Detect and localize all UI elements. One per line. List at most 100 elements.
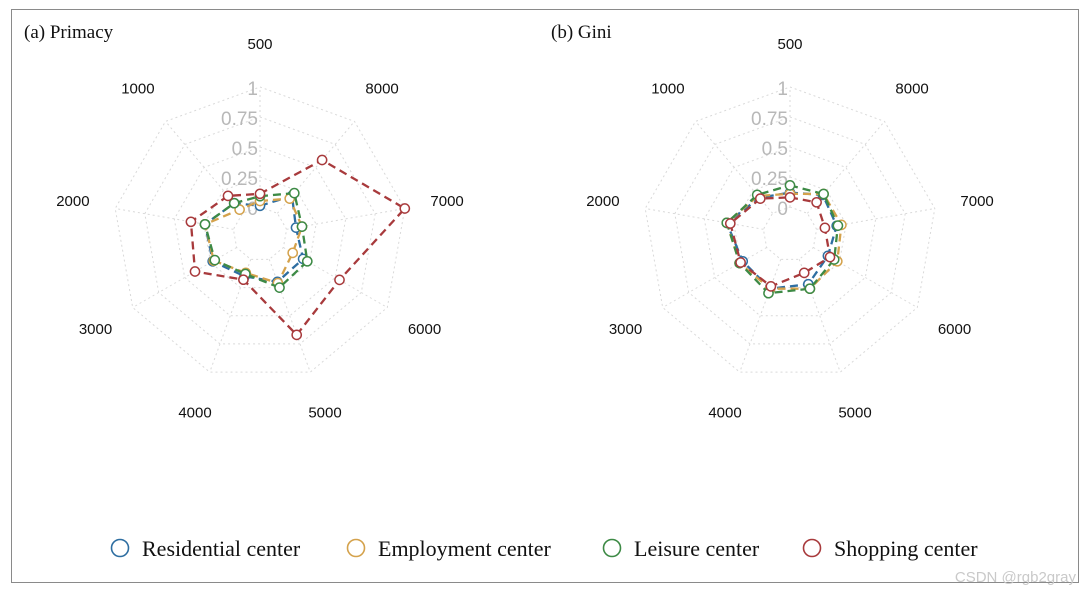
data-point — [832, 220, 844, 231]
grid-spoke — [268, 259, 311, 373]
data-point — [804, 283, 816, 295]
grid-ring — [114, 86, 406, 373]
series-line — [189, 158, 407, 337]
grid-ring — [762, 206, 818, 260]
grid-spoke — [132, 247, 237, 308]
axis-label-7000: 7000 — [960, 193, 993, 210]
axis-label-2000: 2000 — [586, 193, 619, 210]
series-leisure-center — [199, 187, 313, 293]
data-point — [238, 274, 249, 286]
grid-spoke — [739, 259, 782, 373]
grid-ring — [733, 176, 847, 289]
data-point — [811, 196, 822, 208]
legend-item-residential-center: Residential center — [110, 536, 301, 561]
legend-marker — [602, 538, 622, 558]
grid-ring — [173, 146, 347, 317]
legend-label: Shopping center — [834, 536, 978, 561]
ring-label: 1 — [777, 79, 788, 100]
axis-label-5000: 5000 — [308, 405, 341, 422]
series-line — [203, 197, 304, 285]
series-line — [725, 184, 840, 295]
series-line — [729, 196, 832, 288]
data-point — [784, 180, 796, 191]
ring-label: 0.75 — [751, 109, 788, 130]
legend: Residential center Employment center Leisu… — [110, 536, 978, 561]
data-point — [784, 192, 796, 203]
legend-marker — [802, 538, 822, 558]
data-point — [189, 266, 201, 277]
grid-spoke — [645, 207, 764, 230]
data-point — [291, 329, 303, 341]
data-point — [316, 154, 328, 166]
data-point — [228, 197, 240, 209]
legend-label: Leisure center — [634, 536, 760, 561]
grid-ring — [644, 86, 936, 373]
axis-label-4000: 4000 — [708, 405, 741, 422]
ring-label: 0.5 — [232, 139, 258, 160]
gini-radar-panel: (b) Gini 1 0.75 0.5 0.25 0 500 8000 7000 6000 5000… — [551, 22, 994, 422]
axis-label-3000: 3000 — [79, 321, 112, 338]
axis-label-500: 500 — [777, 36, 802, 53]
grid-spoke — [798, 259, 841, 373]
data-point — [209, 254, 221, 266]
data-point — [824, 251, 836, 263]
ring-label: 1 — [247, 79, 258, 100]
legend-label: Residential center — [142, 536, 301, 561]
grid-ring — [674, 116, 906, 345]
data-point — [222, 190, 234, 202]
axis-label-1000: 1000 — [121, 81, 154, 98]
data-point — [185, 216, 197, 228]
data-point — [199, 218, 211, 230]
axis-label-7000: 7000 — [430, 193, 463, 210]
ring-label: 0 — [777, 199, 788, 220]
data-point — [301, 255, 313, 267]
legend-marker — [110, 538, 130, 558]
axis-label-4000: 4000 — [178, 405, 211, 422]
data-point — [399, 203, 411, 214]
ring-label: 0.25 — [751, 169, 788, 190]
data-point — [819, 222, 831, 234]
data-point — [818, 188, 829, 200]
grid-spoke — [662, 247, 767, 308]
legend-label: Employment center — [378, 536, 552, 561]
panel-title: (a) Primacy — [24, 22, 114, 43]
grid-spoke — [115, 207, 234, 230]
data-point — [754, 193, 766, 204]
legend-item-shopping-center: Shopping center — [802, 536, 978, 561]
ring-label: 0.75 — [221, 109, 258, 130]
axis-label-8000: 8000 — [365, 81, 398, 98]
axis-label-6000: 6000 — [938, 321, 971, 338]
panel-title: (b) Gini — [551, 22, 612, 43]
data-point — [334, 274, 345, 286]
series-shopping-center — [185, 154, 411, 341]
legend-item-employment-center: Employment center — [346, 536, 552, 561]
data-point — [274, 282, 285, 293]
legend-item-leisure-center: Leisure center — [602, 536, 760, 561]
ring-label: 0.25 — [221, 169, 258, 190]
data-point — [724, 218, 736, 229]
series-shopping-center — [724, 192, 836, 292]
watermark-text: CSDN @rgb2gray — [955, 569, 1077, 586]
data-point — [735, 257, 746, 268]
data-point — [296, 221, 308, 232]
series-line — [203, 191, 309, 289]
axis-label-6000: 6000 — [408, 321, 441, 338]
grid-ring — [703, 146, 877, 317]
legend-marker — [346, 538, 366, 558]
axis-label-2000: 2000 — [56, 193, 89, 210]
axis-label-5000: 5000 — [838, 405, 871, 422]
primacy-radar-panel: (a) Primacy 1 0.75 0.5 0.25 0 500 8000 7000 6000 5… — [24, 22, 464, 422]
axis-label-3000: 3000 — [609, 321, 642, 338]
figure-frame — [11, 9, 1079, 583]
data-point — [288, 187, 300, 199]
data-point — [254, 188, 266, 200]
axis-label-1000: 1000 — [651, 81, 684, 98]
data-point — [798, 267, 810, 279]
axis-label-8000: 8000 — [895, 81, 928, 98]
grid-ring — [203, 176, 317, 289]
data-point — [287, 247, 299, 259]
axis-label-500: 500 — [247, 36, 272, 53]
ring-label: 0 — [247, 199, 258, 220]
data-point — [765, 281, 777, 292]
